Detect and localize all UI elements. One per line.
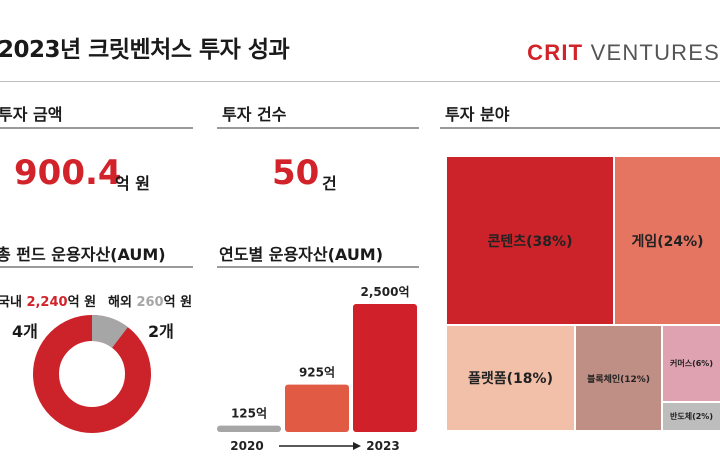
section-divider xyxy=(217,266,419,268)
treemap-cell-semiconductor: 반도체(2%) xyxy=(663,403,720,430)
section-divider xyxy=(0,127,193,129)
investment-count-heading: 투자 건수 xyxy=(222,101,286,125)
treemap-cell-game: 게임(24%) xyxy=(615,157,720,324)
bar-value-label-2: 2,500억 xyxy=(361,285,410,299)
bar-value-label-1: 925억 xyxy=(299,366,335,380)
section-divider xyxy=(0,266,193,268)
overseas-amount: 260 xyxy=(136,295,163,310)
header-divider xyxy=(0,81,720,82)
bar-2 xyxy=(353,304,417,432)
investment-amount-heading: 투자 금액 xyxy=(0,101,62,125)
investment-amount-value: 900.4 xyxy=(14,153,122,193)
treemap-cell-contents: 콘텐츠(38%) xyxy=(447,157,613,324)
domestic-label: 국내 xyxy=(0,295,22,310)
domestic-suffix: 억 원 xyxy=(68,295,96,310)
investment-count-value: 50 xyxy=(272,153,319,193)
treemap-cell-commerce: 커머스(6%) xyxy=(663,326,720,401)
yearly-aum-heading: 연도별 운용자산(AUM) xyxy=(219,241,383,265)
section-divider xyxy=(440,127,720,129)
investment-field-heading: 투자 분야 xyxy=(445,101,509,125)
timeline-arrow-head xyxy=(353,442,361,450)
overseas-label: 해외 xyxy=(108,295,132,310)
investment-count-unit: 건 xyxy=(322,170,337,194)
bar-value-label-0: 125억 xyxy=(231,407,267,421)
overseas-aum-label: 해외 260억 원 xyxy=(108,291,192,310)
donut-domestic-ring xyxy=(46,328,138,420)
bar-0 xyxy=(217,426,281,432)
brand-ventures: VENTURES xyxy=(591,40,720,65)
total-aum-heading: 총 펀드 운용자산(AUM) xyxy=(0,241,166,265)
x-axis-label-2020: 2020 xyxy=(230,439,263,453)
x-axis-label-2023: 2023 xyxy=(366,439,399,453)
page-title: 2023년 크릿벤처스 투자 성과 xyxy=(0,30,289,64)
bar-1 xyxy=(285,385,349,432)
treemap-cell-blockchain: 블록체인(12%) xyxy=(576,326,661,430)
overseas-suffix: 억 원 xyxy=(164,295,192,310)
domestic-aum-label: 국내 2,240억 원 xyxy=(0,291,96,310)
investment-amount-unit: 억 원 xyxy=(115,170,150,194)
brand-logo: CRIT VENTURES xyxy=(527,40,720,66)
yearly-aum-bar-chart: 125억 925억 2,500억 2020 2023 xyxy=(215,282,420,462)
aum-donut-chart xyxy=(30,312,154,436)
treemap-cell-platform: 플랫폼(18%) xyxy=(447,326,574,430)
section-divider xyxy=(217,127,419,129)
brand-crit: CRIT xyxy=(527,40,583,65)
domestic-amount: 2,240 xyxy=(26,295,67,310)
